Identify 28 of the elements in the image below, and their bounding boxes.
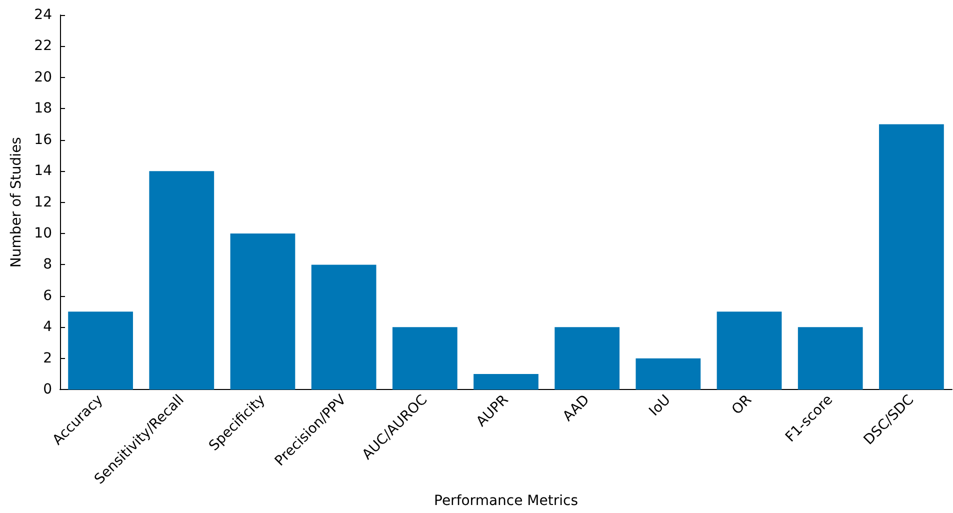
y-tick-label: 24 — [34, 7, 52, 23]
x-axis-title: Performance Metrics — [434, 493, 578, 509]
bar — [716, 312, 782, 390]
y-tick-label: 20 — [34, 69, 52, 86]
y-tick-label: 22 — [34, 38, 52, 54]
y-tick-label: 4 — [43, 319, 52, 336]
bar — [68, 312, 133, 390]
bar — [798, 327, 863, 390]
bar — [879, 124, 944, 390]
y-tick-label: 12 — [34, 194, 52, 210]
y-tick-label: 10 — [34, 226, 52, 242]
bar — [474, 374, 538, 390]
y-tick-label: 16 — [34, 132, 52, 148]
bar — [636, 358, 701, 390]
bar — [149, 171, 214, 390]
y-tick-label: 8 — [43, 256, 52, 273]
x-tick-label: IoU — [646, 392, 674, 420]
y-tick-label: 0 — [43, 382, 52, 398]
bar — [554, 327, 620, 390]
bar — [311, 264, 376, 390]
y-axis-title: Number of Studies — [8, 137, 24, 268]
y-tick-label: 2 — [43, 350, 52, 366]
x-tick-label: OR — [728, 392, 756, 418]
y-tick-label: 6 — [43, 288, 52, 304]
bar — [392, 327, 458, 390]
bar — [230, 234, 296, 390]
y-tick-label: 14 — [34, 163, 52, 180]
y-tick-label: 18 — [34, 100, 52, 117]
